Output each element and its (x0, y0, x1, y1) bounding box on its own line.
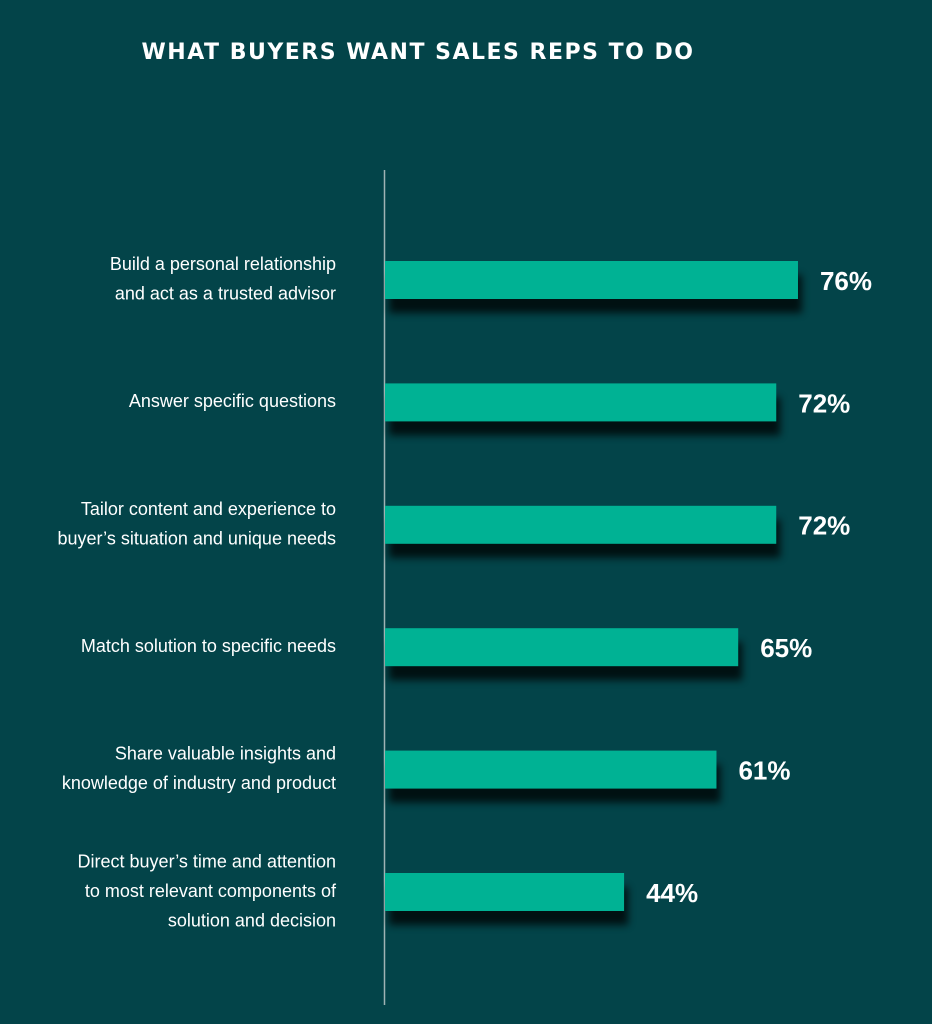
category-label: Direct buyer’s time and attention (78, 851, 336, 871)
category-label: Answer specific questions (129, 391, 336, 411)
category-label: knowledge of industry and product (62, 773, 336, 793)
value-label: 61% (738, 755, 790, 785)
category-label: Match solution to specific needs (81, 636, 336, 656)
bar (385, 628, 739, 667)
category-label: and act as a trusted advisor (115, 284, 336, 304)
bar (385, 505, 777, 544)
value-label: 65% (760, 633, 812, 663)
category-label: Build a personal relationship (110, 254, 336, 274)
bar (385, 383, 777, 422)
chart-title: WHAT BUYERS WANT SALES REPS TO DO (142, 40, 695, 65)
value-label: 72% (798, 511, 850, 541)
category-label: Share valuable insights and (115, 744, 336, 764)
bar (385, 873, 625, 911)
category-label: Tailor content and experience to (81, 499, 336, 519)
category-label: to most relevant components of (85, 881, 337, 901)
value-label: 72% (798, 388, 850, 418)
value-label: 44% (646, 878, 698, 908)
bar (385, 261, 798, 299)
category-label: solution and decision (168, 910, 336, 930)
bar (385, 750, 717, 789)
category-label: buyer’s situation and unique needs (57, 528, 336, 548)
value-label: 76% (820, 266, 872, 296)
